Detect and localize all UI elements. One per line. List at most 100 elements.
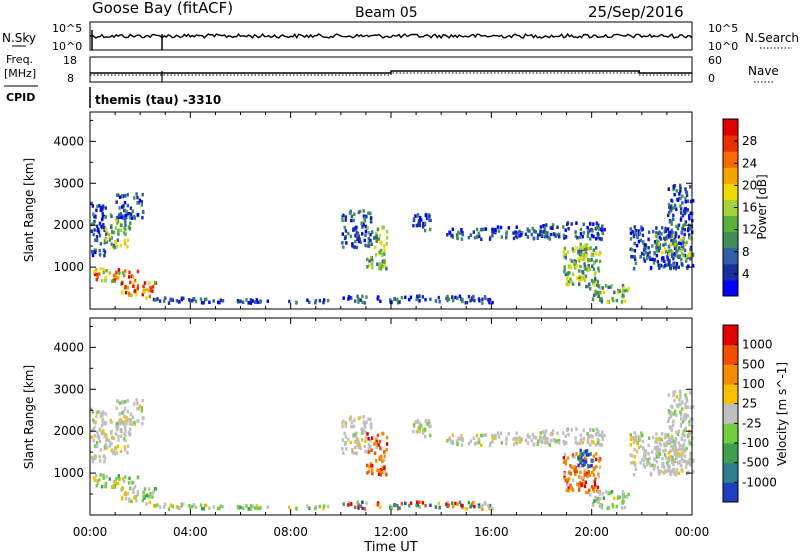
velocity-cell (676, 432, 680, 437)
velocity-cell (681, 407, 684, 411)
power-cell (656, 239, 659, 243)
velocity-cell (679, 395, 682, 399)
power-cell (564, 228, 567, 232)
power-cell (594, 277, 597, 281)
power-cell (103, 250, 107, 254)
time-tick-label: 00:00 (73, 525, 108, 539)
velocity-cell (642, 458, 646, 463)
velocity-cell (351, 449, 354, 453)
velocity-cell (569, 464, 572, 468)
velocity-cell (580, 455, 583, 459)
power-cell (133, 289, 137, 293)
power-cell (141, 292, 144, 297)
velocity-cell (583, 484, 587, 489)
power-cell (424, 228, 427, 233)
velocity-cell (480, 433, 483, 438)
velocity-cell (128, 497, 131, 502)
power-cell (361, 225, 364, 229)
velocity-cell (621, 496, 624, 500)
colorbar-tick-label: -25 (742, 416, 762, 430)
power-cell (446, 294, 449, 299)
power-cell (563, 253, 567, 257)
power-cell (383, 263, 387, 267)
power-cell (91, 253, 95, 258)
velocity-y-label: Slant Range [km] (22, 365, 36, 469)
power-cell (375, 253, 378, 257)
velocity-cell (687, 470, 690, 474)
velocity-cell (685, 465, 688, 469)
velocity-cell (101, 423, 104, 427)
power-cell (623, 299, 627, 304)
power-cell (585, 284, 588, 289)
power-cell (660, 232, 663, 236)
velocity-cell (379, 505, 382, 509)
power-cell (119, 243, 123, 248)
power-cell (600, 237, 603, 242)
power-cell (526, 235, 530, 239)
power-cell (579, 232, 583, 236)
power-cell (556, 225, 559, 229)
velocity-cell (377, 472, 381, 476)
velocity-cell (91, 459, 95, 464)
power-cell (352, 218, 355, 223)
velocity-cell (656, 445, 659, 449)
power-cell (534, 230, 538, 234)
power-cell (350, 214, 354, 219)
velocity-cell (637, 435, 640, 439)
velocity-cell (364, 435, 368, 440)
power-cell (585, 243, 589, 247)
velocity-cell (373, 451, 377, 455)
power-cell (96, 273, 99, 277)
velocity-cell (573, 465, 576, 469)
power-cell (681, 263, 684, 267)
power-cell (566, 277, 569, 281)
velocity-cell (688, 420, 691, 424)
velocity-cell (103, 456, 107, 460)
power-cell (543, 226, 547, 230)
velocity-cell (451, 433, 454, 438)
velocity-cell (630, 460, 633, 465)
power-cell (642, 257, 646, 261)
power-cell (590, 279, 594, 283)
velocity-cell (122, 422, 125, 427)
power-cell (681, 214, 685, 218)
power-cell (249, 301, 252, 305)
power-cell (202, 301, 205, 305)
power-cell (673, 203, 677, 208)
velocity-cell (375, 437, 378, 442)
power-cell (570, 259, 574, 263)
power-cell (365, 295, 368, 299)
power-cell (565, 282, 568, 286)
velocity-cell (658, 472, 661, 476)
power-cell (681, 240, 685, 245)
velocity-cell (684, 402, 687, 406)
power-cell (652, 229, 655, 234)
velocity-cell (119, 429, 123, 434)
velocity-cell (255, 504, 258, 508)
velocity-cell (417, 425, 421, 429)
velocity-cell (564, 434, 567, 438)
velocity-cell (655, 455, 659, 459)
power-cell (95, 235, 99, 239)
velocity-cell (437, 501, 440, 506)
power-cell (678, 192, 681, 196)
power-cell (355, 225, 358, 230)
velocity-cell (245, 504, 248, 508)
power-cell (676, 226, 680, 231)
velocity-cell (111, 484, 115, 489)
power-cell (136, 213, 139, 217)
power-cell (359, 209, 362, 214)
velocity-cell (653, 446, 657, 450)
velocity-cell (515, 431, 518, 435)
velocity-cell (692, 405, 695, 409)
velocity-cell (589, 428, 592, 432)
velocity-cell (478, 505, 481, 509)
velocity-cell (602, 496, 606, 500)
velocity-cell (124, 425, 127, 430)
power-cell (552, 232, 555, 237)
power-cell (341, 218, 344, 223)
velocity-cell (644, 449, 647, 453)
velocity-cell (375, 441, 378, 446)
velocity-cell (675, 413, 678, 417)
power-cell (349, 296, 352, 300)
